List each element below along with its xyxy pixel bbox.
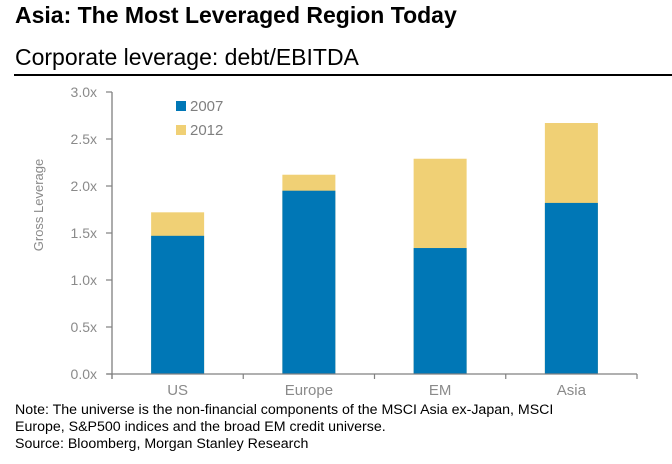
source-line: Source: Bloomberg, Morgan Stanley Resear… [15, 436, 309, 452]
bar-2007-asia [544, 202, 598, 374]
note-line-1: Note: The universe is the non-financial … [15, 402, 554, 418]
bar-2007-us [151, 235, 205, 374]
legend: 2007 2012 [176, 98, 223, 139]
legend-swatch-2007 [176, 101, 186, 111]
x-tick-label: Asia [557, 382, 587, 399]
x-tick-label: EM [429, 382, 452, 399]
y-tick-label: 3.0x [71, 84, 97, 100]
y-tick-label: 2.5x [71, 131, 97, 147]
legend-label-2007: 2007 [190, 98, 223, 115]
y-tick-label: 0.0x [71, 366, 97, 382]
y-tick-label: 1.0x [71, 272, 97, 288]
axes-group: US Europe EM Asia 0.0x 0.5x 1.0x 1.5x 2.0x 2.5x 3.… [71, 84, 638, 399]
y-tick-label: 2.0x [71, 178, 97, 194]
note-line-2: Europe, S&P500 indices and the broad EM … [15, 419, 386, 435]
x-tick-label: US [167, 382, 188, 399]
x-tick-label: Europe [285, 382, 333, 399]
y-tick-label: 0.5x [71, 319, 97, 335]
y-tick-label: 1.5x [71, 225, 97, 241]
bars-group [151, 123, 598, 375]
footnote: Note: The universe is the non-financial … [15, 402, 670, 453]
chart-subtitle: Corporate leverage: debt/EBITDA [15, 44, 359, 70]
legend-swatch-2012 [176, 125, 186, 135]
y-axis-label: Gross Leverage [31, 159, 46, 252]
title-divider [14, 74, 672, 76]
legend-label-2012: 2012 [190, 122, 223, 139]
bar-2007-europe [282, 190, 336, 374]
leverage-chart: US Europe EM Asia 0.0x 0.5x 1.0x 1.5x 2.0x 2.5x 3.… [31, 84, 638, 399]
bar-2007-em [413, 248, 467, 374]
chart-title: Asia: The Most Leveraged Region Today [15, 2, 457, 28]
